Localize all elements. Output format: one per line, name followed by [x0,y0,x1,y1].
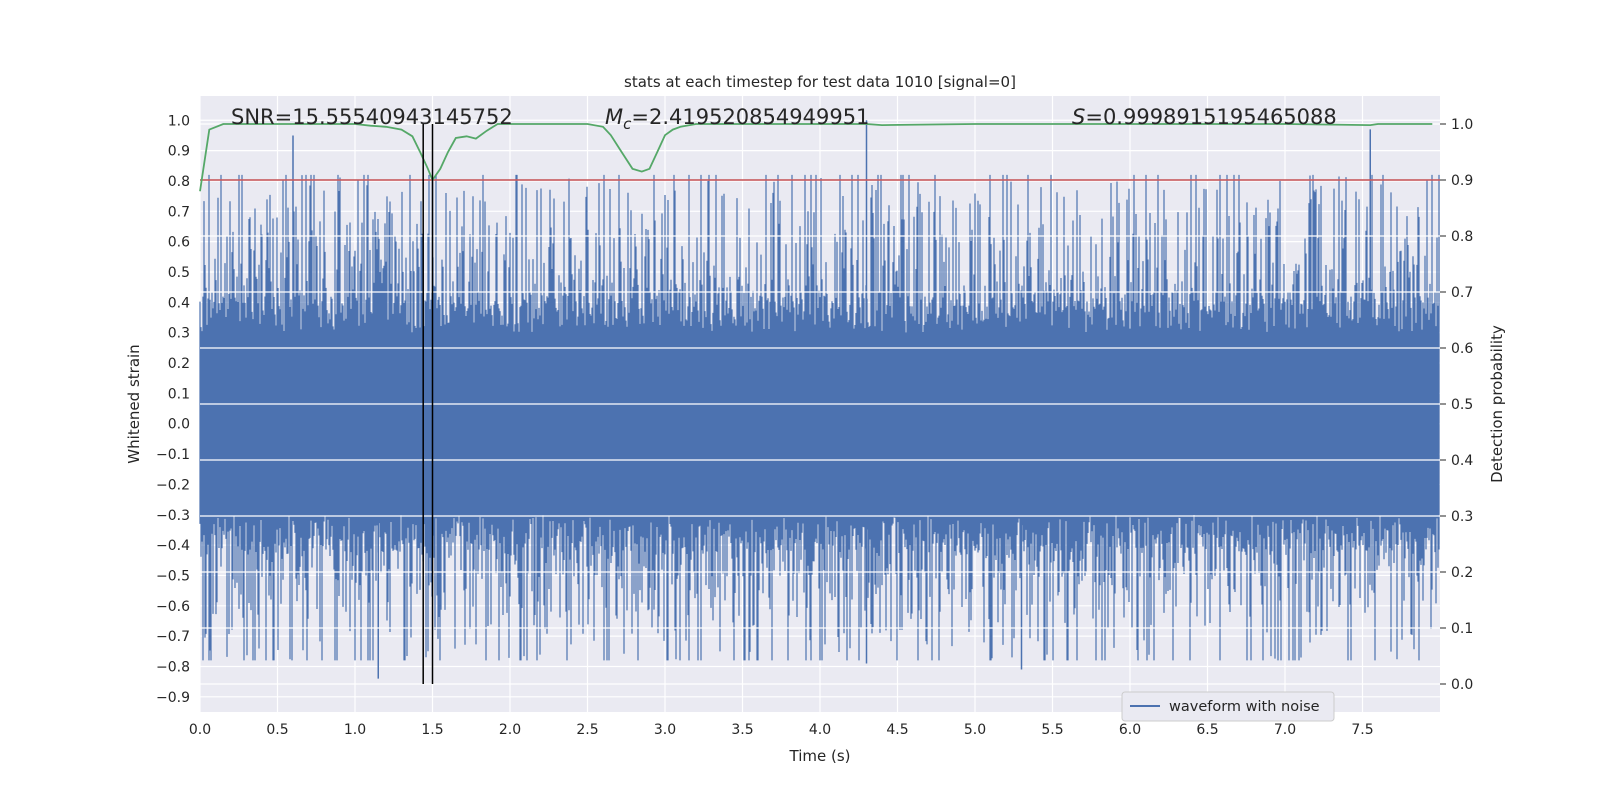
x-tick-label: 6.0 [1119,722,1141,738]
x-tick-label: 5.0 [964,722,986,738]
y-tick-label: 0.2 [168,356,190,372]
y-tick-label: 0.1 [168,386,190,402]
y-right-tick-label: 1.0 [1451,117,1473,133]
y-tick-label: −0.6 [156,599,190,615]
detection-probability-line [199,123,1433,192]
event-markers [422,124,434,684]
y-right-tick-label: 0.3 [1451,509,1473,525]
chart-title: stats at each timestep for test data 101… [624,73,1016,91]
chirp-mass-annotation: Mc=2.419520854949951 [605,105,869,133]
x-tick-label: 3.5 [731,722,753,738]
y-right-tick-label: 0.6 [1451,341,1473,357]
probability-series [199,123,1440,192]
legend-label-waveform: waveform with noise [1169,699,1320,715]
x-tick-label: 1.5 [421,722,443,738]
x-tick-label: 2.5 [576,722,598,738]
y-tick-label: −0.4 [156,538,190,554]
y-tick-label: −0.9 [156,690,190,706]
y-right-tick-label: 0.8 [1451,229,1473,245]
y-right-tick-label: 0.5 [1451,397,1473,413]
s-value: =0.9998915195465088 [1085,105,1336,129]
x-tick-label: 2.0 [499,722,521,738]
y-tick-label: −0.3 [156,508,190,524]
y-tick-label: 0.4 [168,295,190,311]
y-tick-label: −0.8 [156,659,190,675]
y-right-tick-label: 0.2 [1451,565,1473,581]
x-tick-label: 4.0 [809,722,831,738]
x-tick-label: 4.5 [886,722,908,738]
y-axis-right-label: Detection probability [1488,325,1506,483]
x-tick-label: 5.5 [1041,722,1063,738]
y-tick-label: 0.9 [168,144,190,160]
y-tick-label: 0.3 [168,326,190,342]
y-tick-label: 0.6 [168,235,190,251]
x-tick-label: 0.5 [266,722,288,738]
snr-annotation: SNR=15.55540943145752 [231,105,513,129]
x-tick-label: 3.0 [654,722,676,738]
y-tick-label: −0.5 [156,568,190,584]
y-right-tick-label: 0.9 [1451,173,1473,189]
chirp-mass-value: =2.419520854949951 [631,105,869,129]
y-right-tick-label: 0.0 [1451,677,1473,693]
y-tick-label: 0.7 [168,204,190,220]
y-tick-label: 0.0 [168,417,190,433]
legend: waveform with noise [1121,691,1335,722]
chirp-mass-symbol: M [605,105,623,129]
y-tick-label: 1.0 [168,113,190,129]
x-tick-label: 7.0 [1274,722,1296,738]
chirp-mass-subscript: c [623,115,632,133]
y-tick-label: 0.5 [168,265,190,281]
tick-labels: 1.0 0.9 0.8 0.7 0.6 0.5 0.4 0.3 0.2 0.1 0.0 −0.1 −0.… [156,113,1473,738]
x-tick-label: 7.5 [1351,722,1373,738]
s-annotation: S=0.9998915195465088 [1072,105,1337,129]
x-tick-label: 1.0 [344,722,366,738]
x-axis-label: Time (s) [789,747,851,765]
y-right-tick-label: 0.4 [1451,453,1473,469]
y-tick-label: −0.2 [156,477,190,493]
legend-box [1121,691,1335,722]
y-right-tick-label: 0.7 [1451,285,1473,301]
x-tick-label: 6.5 [1196,722,1218,738]
y-tick-label: −0.7 [156,629,190,645]
s-symbol: S [1072,105,1085,129]
y-right-tick-label: 0.1 [1451,621,1473,637]
y-tick-label: 0.8 [168,174,190,190]
x-tick-label: 0.0 [189,722,211,738]
y-tick-label: −0.1 [156,447,190,463]
y-axis-label: Whitened strain [125,344,143,463]
waveform-series [199,120,1440,679]
